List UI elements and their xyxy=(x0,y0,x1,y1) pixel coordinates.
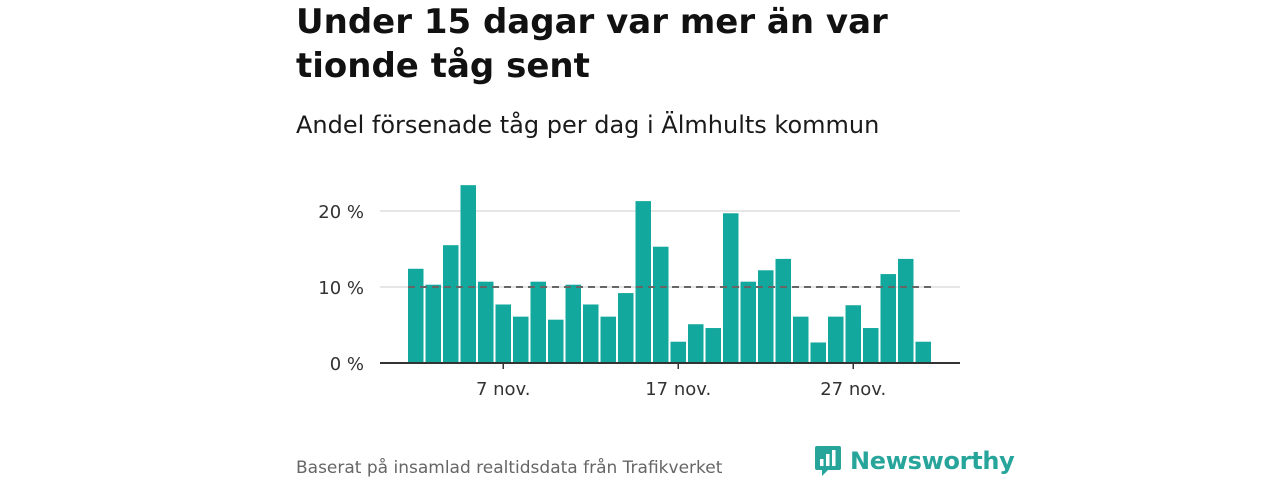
bar xyxy=(425,284,441,363)
bar xyxy=(688,324,704,363)
bar xyxy=(478,281,494,363)
bar xyxy=(863,328,879,363)
bar xyxy=(443,245,459,363)
x-tick-label: 7 nov. xyxy=(476,379,531,400)
bar xyxy=(670,341,686,363)
bar xyxy=(513,316,529,363)
x-axis-ticks: 7 nov. 17 nov. 27 nov. xyxy=(476,363,886,400)
x-tick-label: 17 nov. xyxy=(645,379,711,400)
bar xyxy=(653,246,669,363)
y-tick-label: 20 % xyxy=(318,202,364,223)
bar xyxy=(740,281,756,363)
bar xyxy=(828,316,844,363)
grid-lines xyxy=(380,210,960,288)
brand-logo[interactable]: Newsworthy xyxy=(814,444,1015,478)
bar xyxy=(880,274,896,363)
bar xyxy=(583,304,599,363)
bar xyxy=(530,281,546,363)
source-note: Baserat på insamlad realtidsdata från Tr… xyxy=(296,458,723,478)
chart-title: Under 15 dagar var mer än var tionde tåg… xyxy=(296,2,888,86)
bar xyxy=(915,341,931,363)
bar-chart: 0 % 10 % 20 % 7 nov. 17 nov. 27 nov. xyxy=(318,185,960,400)
chart-bubble-icon xyxy=(815,446,841,476)
bar xyxy=(635,201,651,363)
y-tick-label: 10 % xyxy=(318,278,364,299)
bar xyxy=(600,316,616,363)
bar xyxy=(565,284,581,363)
bar xyxy=(705,328,721,363)
y-axis-ticks: 0 % 10 % 20 % xyxy=(318,202,364,375)
bar xyxy=(775,258,791,363)
bar xyxy=(793,316,809,363)
bar xyxy=(548,319,564,363)
bar xyxy=(845,305,861,363)
bar xyxy=(460,185,476,363)
bar xyxy=(408,268,424,363)
bar xyxy=(898,258,914,363)
bars xyxy=(408,185,931,363)
bar xyxy=(723,213,739,363)
bar xyxy=(495,304,511,363)
chart-subtitle: Andel försenade tåg per dag i Älmhults k… xyxy=(296,111,880,139)
bar xyxy=(618,293,634,363)
y-tick-label: 0 % xyxy=(330,354,364,375)
brand-name: Newsworthy xyxy=(850,447,1015,475)
x-tick-label: 27 nov. xyxy=(820,379,886,400)
bar xyxy=(810,342,826,363)
bar xyxy=(758,270,774,363)
